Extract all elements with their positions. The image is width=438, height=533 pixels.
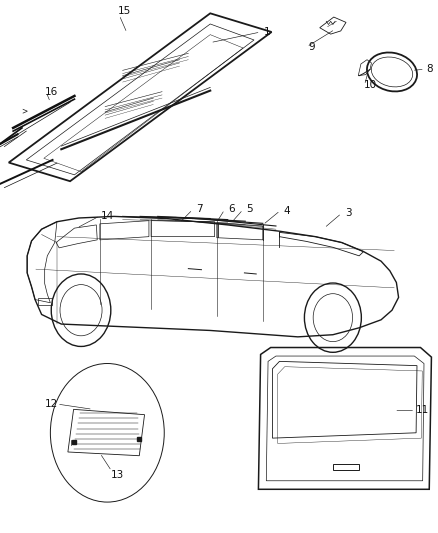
Text: 5: 5 (246, 205, 253, 214)
Text: 8: 8 (426, 64, 433, 74)
Text: 6: 6 (228, 205, 235, 214)
Text: >: > (21, 107, 27, 115)
Text: 16: 16 (45, 87, 58, 96)
Text: 11: 11 (416, 406, 429, 415)
Text: 13: 13 (111, 471, 124, 480)
Text: 4: 4 (283, 206, 290, 215)
Text: 10: 10 (364, 80, 377, 90)
Text: 1: 1 (264, 27, 271, 37)
Text: 3: 3 (345, 208, 352, 218)
Text: 12: 12 (45, 399, 58, 409)
Text: 7: 7 (196, 205, 203, 214)
Text: 9: 9 (308, 42, 315, 52)
Text: 14: 14 (101, 211, 114, 221)
Text: 15: 15 (118, 6, 131, 15)
